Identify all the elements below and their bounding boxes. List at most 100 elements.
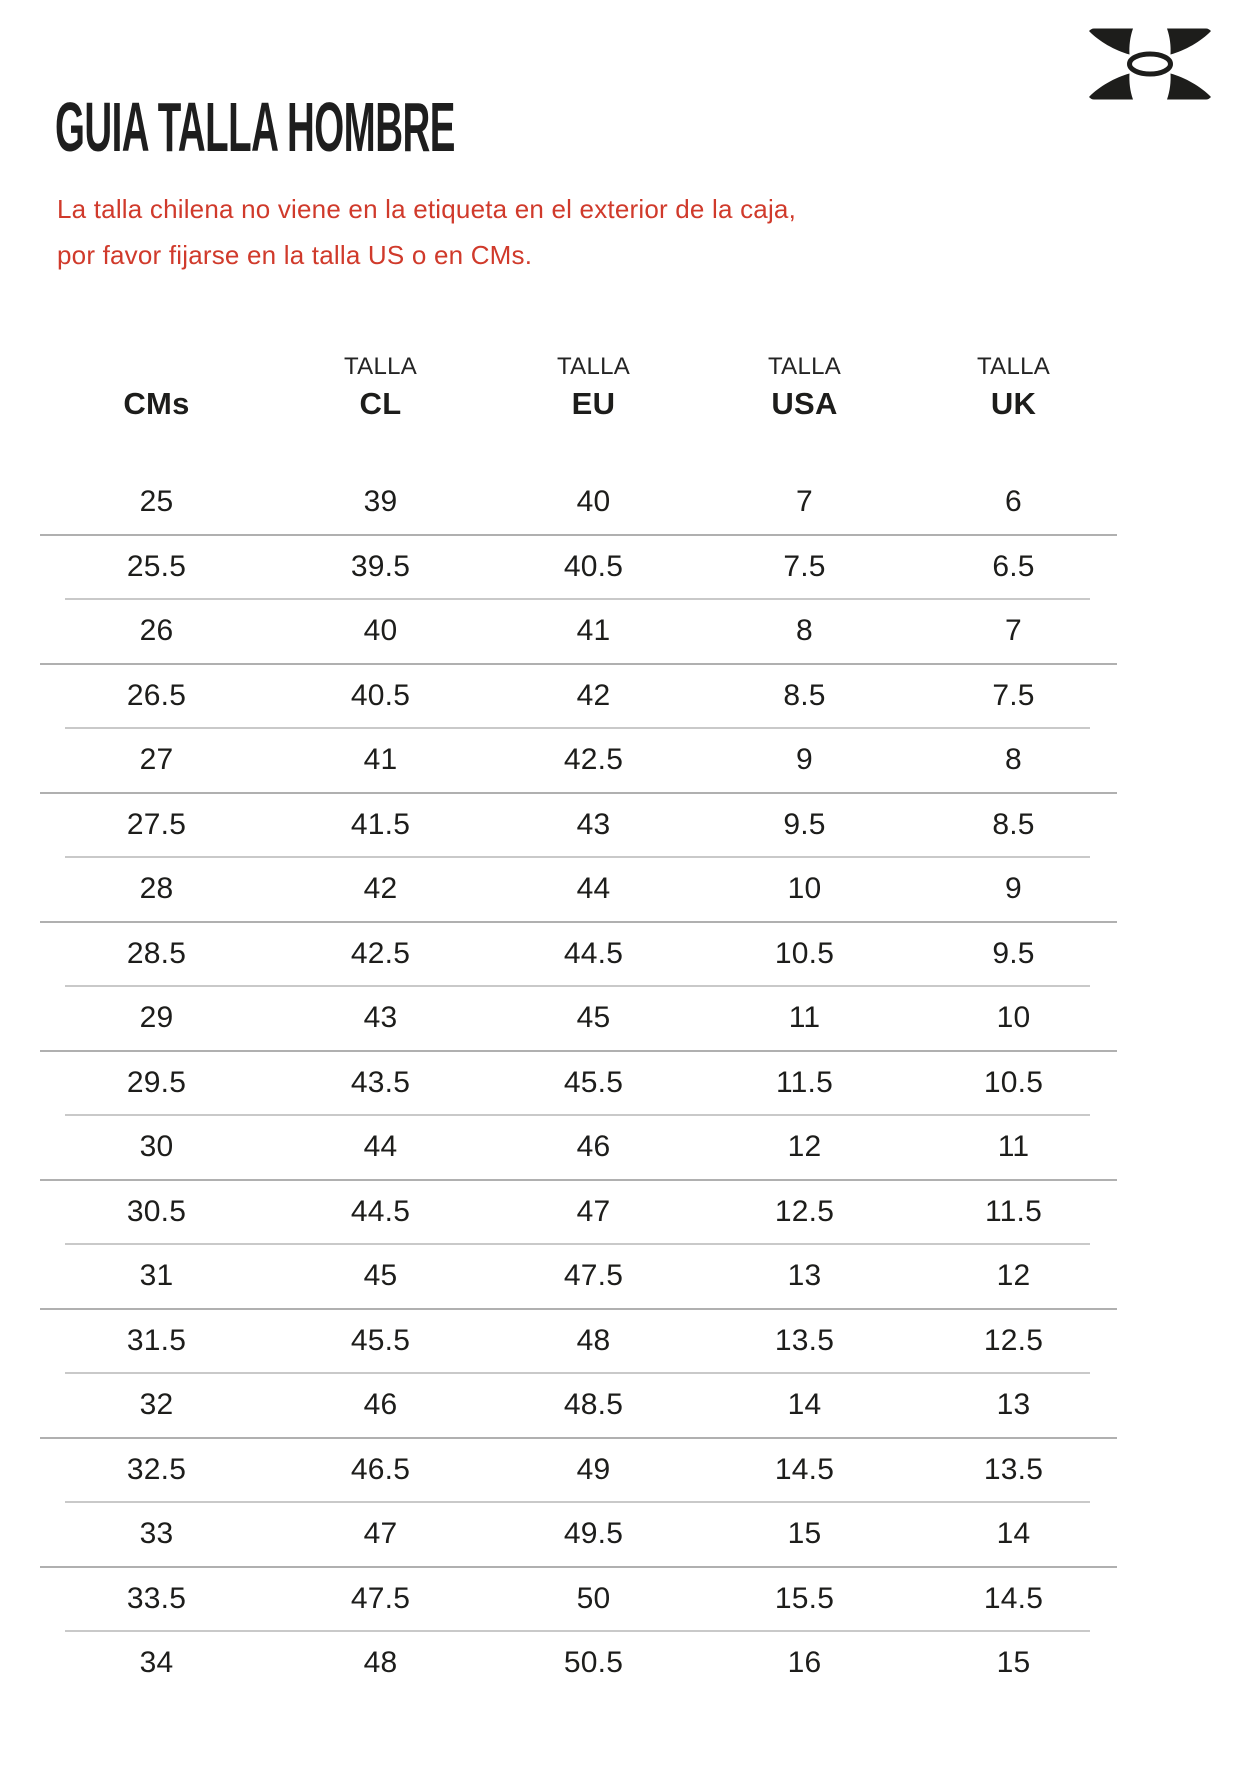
size-cell: 50.5 bbox=[563, 1646, 624, 1680]
size-cell: 15 bbox=[787, 1517, 822, 1551]
size-cell: 48 bbox=[576, 1323, 611, 1357]
size-cell: 40 bbox=[363, 614, 398, 648]
size-cell: 39.5 bbox=[350, 549, 411, 583]
size-cell: 30 bbox=[139, 1130, 174, 1164]
size-cell: 42 bbox=[363, 872, 398, 906]
size-cell: 41 bbox=[576, 614, 611, 648]
column-superlabel: TALLA bbox=[976, 353, 1051, 380]
size-cell: 32 bbox=[139, 1388, 174, 1422]
size-cell: 29 bbox=[139, 1001, 174, 1035]
table-row: 28 42 44 10 9 bbox=[40, 857, 1117, 922]
column-label: CL bbox=[359, 386, 402, 421]
size-cell: 44.5 bbox=[350, 1194, 411, 1228]
table-row: 32 46 48.5 14 13 bbox=[40, 1373, 1117, 1438]
size-cell: 7.5 bbox=[992, 678, 1035, 712]
column-superlabel: TALLA bbox=[343, 353, 418, 380]
size-cell: 28.5 bbox=[126, 936, 187, 970]
column-label: CMs bbox=[123, 386, 190, 421]
size-cell: 29.5 bbox=[126, 1065, 187, 1099]
table-row: 31 45 47.5 13 12 bbox=[40, 1244, 1117, 1309]
table-row: 27.5 41.5 43 9.5 8.5 bbox=[40, 793, 1117, 858]
column-header-cl: TALLA CL bbox=[273, 352, 488, 422]
size-cell: 47.5 bbox=[350, 1581, 411, 1615]
column-header-uk: TALLA UK bbox=[910, 352, 1117, 422]
size-cell: 9.5 bbox=[992, 936, 1035, 970]
table-row: 33.5 47.5 50 15.5 14.5 bbox=[40, 1567, 1117, 1632]
column-header-cms: CMs bbox=[40, 352, 273, 422]
size-cell: 33.5 bbox=[126, 1581, 187, 1615]
size-cell: 13.5 bbox=[774, 1323, 835, 1357]
size-cell: 49 bbox=[576, 1452, 611, 1486]
size-table-body: 25 39 40 7 6 25.5 39.5 40.5 7.5 6.5 26 40 41 8 7 26.5 40… bbox=[40, 470, 1117, 1696]
column-label: USA bbox=[771, 386, 838, 421]
size-cell: 13.5 bbox=[983, 1452, 1044, 1486]
size-cell: 41.5 bbox=[350, 807, 411, 841]
size-cell: 8 bbox=[1005, 743, 1022, 777]
size-cell: 11 bbox=[788, 1001, 821, 1035]
size-cell: 46.5 bbox=[350, 1452, 411, 1486]
size-cell: 27 bbox=[139, 743, 174, 777]
size-cell: 11.5 bbox=[776, 1065, 833, 1099]
size-cell: 10.5 bbox=[774, 936, 835, 970]
size-cell: 43 bbox=[363, 1001, 398, 1035]
page-title-text: GUIA TALLA HOMBRE bbox=[55, 88, 455, 166]
size-cell: 45 bbox=[576, 1001, 611, 1035]
under-armour-logo-icon bbox=[1089, 28, 1211, 100]
table-row: 33 47 49.5 15 14 bbox=[40, 1502, 1117, 1567]
size-cell: 8.5 bbox=[783, 678, 826, 712]
size-cell: 7 bbox=[1005, 614, 1022, 648]
column-label: UK bbox=[990, 386, 1037, 421]
size-cell: 26.5 bbox=[126, 678, 187, 712]
column-superlabel bbox=[40, 352, 273, 382]
size-cell: 40.5 bbox=[350, 678, 411, 712]
size-cell: 10.5 bbox=[983, 1065, 1044, 1099]
size-cell: 44 bbox=[576, 872, 611, 906]
table-row: 31.5 45.5 48 13.5 12.5 bbox=[40, 1309, 1117, 1374]
size-cell: 12.5 bbox=[983, 1323, 1044, 1357]
size-cell: 12 bbox=[787, 1130, 822, 1164]
size-cell: 47 bbox=[363, 1517, 398, 1551]
size-cell: 42.5 bbox=[563, 743, 624, 777]
column-superlabel: TALLA bbox=[556, 353, 631, 380]
size-cell: 44 bbox=[363, 1130, 398, 1164]
size-cell: 40.5 bbox=[563, 549, 624, 583]
table-row: 30.5 44.5 47 12.5 11.5 bbox=[40, 1180, 1117, 1245]
size-cell: 43.5 bbox=[350, 1065, 411, 1099]
size-cell: 11.5 bbox=[985, 1194, 1042, 1228]
size-cell: 12 bbox=[996, 1259, 1031, 1293]
column-header-usa: TALLA USA bbox=[699, 352, 910, 422]
size-cell: 14.5 bbox=[983, 1581, 1044, 1615]
size-cell: 16 bbox=[787, 1646, 822, 1680]
size-cell: 9 bbox=[796, 743, 813, 777]
size-cell: 40 bbox=[576, 485, 611, 519]
size-cell: 46 bbox=[363, 1388, 398, 1422]
size-cell: 12.5 bbox=[774, 1194, 835, 1228]
size-cell: 47.5 bbox=[563, 1259, 624, 1293]
size-cell: 9 bbox=[1005, 872, 1022, 906]
size-cell: 49.5 bbox=[563, 1517, 624, 1551]
size-cell: 26 bbox=[139, 614, 174, 648]
size-cell: 10 bbox=[787, 872, 822, 906]
size-cell: 42.5 bbox=[350, 936, 411, 970]
size-cell: 42 bbox=[576, 678, 611, 712]
size-cell: 14 bbox=[996, 1517, 1031, 1551]
size-table-header: CMs TALLA CL TALLA EU TALLA USA TALLA UK bbox=[40, 352, 1117, 422]
table-row: 27 41 42.5 9 8 bbox=[40, 728, 1117, 793]
column-label: EU bbox=[571, 386, 616, 421]
size-cell: 48 bbox=[363, 1646, 398, 1680]
size-cell: 30.5 bbox=[126, 1194, 187, 1228]
size-cell: 45 bbox=[363, 1259, 398, 1293]
size-cell: 6 bbox=[1005, 485, 1022, 519]
size-cell: 25 bbox=[139, 485, 174, 519]
size-cell: 14 bbox=[787, 1388, 822, 1422]
size-cell: 27.5 bbox=[126, 807, 187, 841]
size-cell: 14.5 bbox=[774, 1452, 835, 1486]
size-cell: 7 bbox=[796, 485, 813, 519]
size-cell: 44.5 bbox=[563, 936, 624, 970]
table-row: 30 44 46 12 11 bbox=[40, 1115, 1117, 1180]
table-row: 29 43 45 11 10 bbox=[40, 986, 1117, 1051]
size-cell: 43 bbox=[576, 807, 611, 841]
size-cell: 13 bbox=[996, 1388, 1031, 1422]
column-header-eu: TALLA EU bbox=[488, 352, 699, 422]
size-cell: 10 bbox=[996, 1001, 1031, 1035]
